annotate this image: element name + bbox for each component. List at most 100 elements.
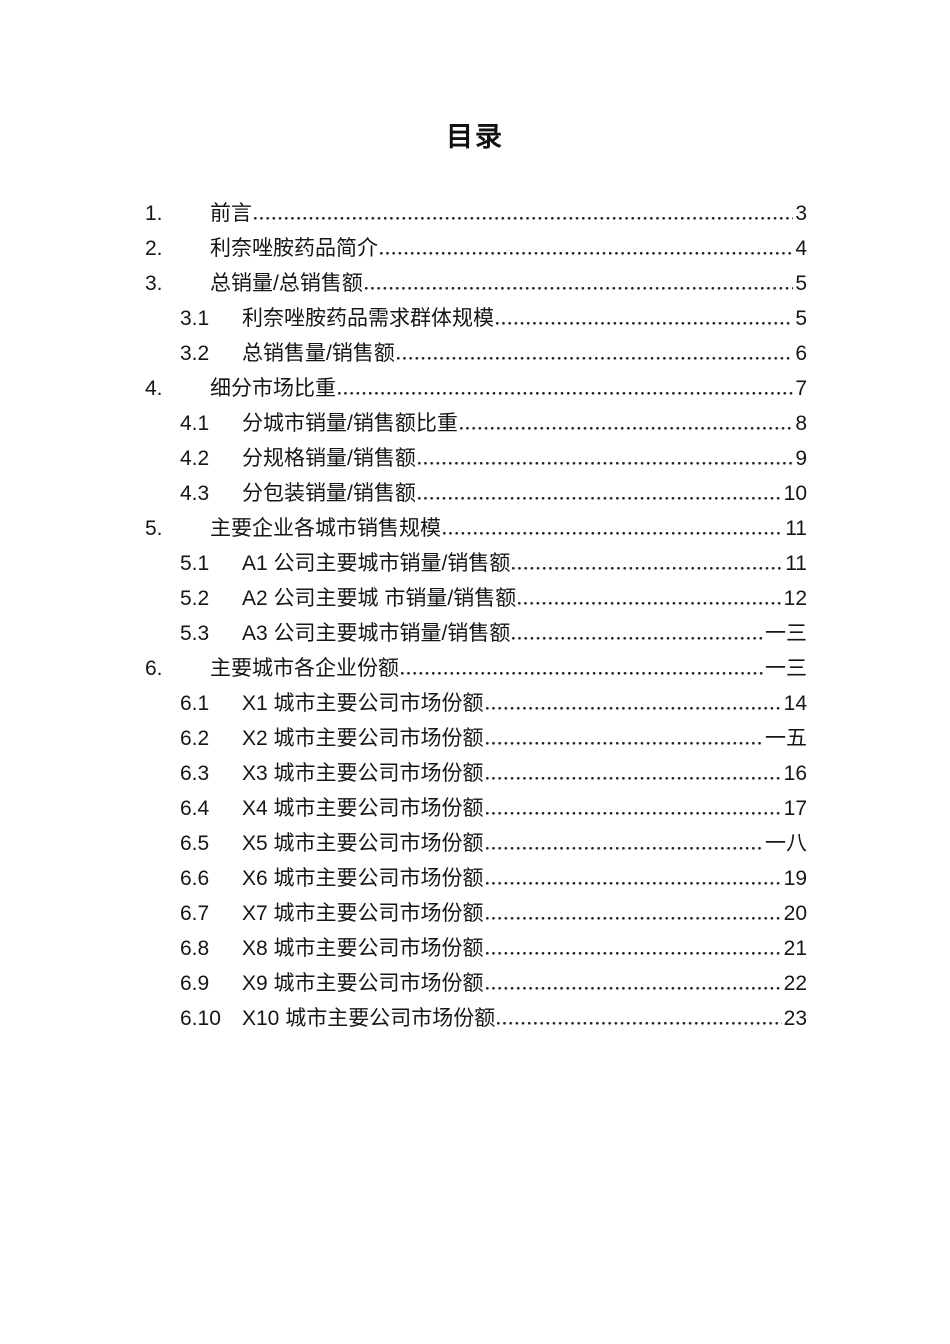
dot-leader (485, 707, 782, 710)
toc-entry[interactable]: 5.1 A1 公司主要城市销量/销售额 11 (145, 546, 807, 581)
toc-entry[interactable]: 6. 主要城市各企业份额 一三 (145, 651, 807, 686)
toc-entry-label: X4 城市主要公司市场份额 (242, 797, 484, 820)
toc-entry-number: 5.2 (180, 587, 210, 610)
toc-entry-page: 14 (783, 692, 807, 715)
toc-entry[interactable]: 3.2 总销售量/销售额 6 (145, 336, 807, 371)
toc-entry[interactable]: 2. 利奈唑胺药品简介 4 (145, 231, 807, 266)
dot-leader (417, 497, 782, 500)
toc-entry[interactable]: 5.3 A3 公司主要城市销量/销售额 一三 (145, 616, 807, 651)
toc-entry-label: 总销售量/销售额 (242, 342, 395, 365)
toc-entry-page: 8 (795, 412, 807, 435)
toc-entry[interactable]: 6.8 X8 城市主要公司市场份额 21 (145, 931, 807, 966)
toc-entry-label: X3 城市主要公司市场份额 (242, 762, 484, 785)
toc-entry-page: 19 (783, 867, 807, 890)
dot-leader (485, 987, 782, 990)
toc-entry[interactable]: 3. 总销量/总销售额 5 (145, 266, 807, 301)
toc-entry[interactable]: 3.1 利奈唑胺药品需求群体规模 5 (145, 301, 807, 336)
dot-leader (485, 882, 782, 885)
toc-entry[interactable]: 4. 细分市场比重 7 (145, 371, 807, 406)
toc-entry[interactable]: 6.2 X2 城市主要公司市场份额 一五 (145, 721, 807, 756)
toc-entry[interactable]: 6.7 X7 城市主要公司市场份额 20 (145, 896, 807, 931)
toc-entry-number: 6.9 (180, 972, 210, 995)
toc-entry-label: 利奈唑胺药品简介 (210, 237, 378, 260)
toc-entry-page: 11 (785, 517, 807, 540)
toc-entry-label: 前言 (210, 202, 252, 225)
toc-entry[interactable]: 5. 主要企业各城市销售规模 11 (145, 511, 807, 546)
toc-entry-page: 16 (783, 762, 807, 785)
table-of-contents: 1. 前言 3 2. 利奈唑胺药品简介 4 3. 总销量/总销售额 5 3.1 … (145, 196, 807, 1036)
toc-entry-number: 6.2 (180, 727, 210, 750)
toc-entry-label: 细分市场比重 (210, 377, 336, 400)
toc-entry[interactable]: 4.3 分包装销量/销售额 10 (145, 476, 807, 511)
toc-entry-page: 4 (795, 237, 807, 260)
toc-entry-number: 6.5 (180, 832, 210, 855)
toc-entry-label: 主要企业各城市销售规模 (210, 517, 441, 540)
toc-entry-label: 总销量/总销售额 (210, 272, 363, 295)
toc-entry-number: 3. (145, 272, 163, 295)
toc-entry[interactable]: 5.2 A2 公司主要城 市销量/销售额 12 (145, 581, 807, 616)
toc-entry-page: 3 (795, 202, 807, 225)
toc-entry[interactable]: 6.4 X4 城市主要公司市场份额 17 (145, 791, 807, 826)
toc-entry-label: X7 城市主要公司市场份额 (242, 902, 484, 925)
toc-entry[interactable]: 4.2 分规格销量/销售额 9 (145, 441, 807, 476)
dot-leader (443, 532, 784, 535)
toc-entry-page: 9 (795, 447, 807, 470)
toc-entry-number: 4.3 (180, 482, 210, 505)
toc-entry-number: 6.10 (180, 1007, 221, 1030)
toc-entry[interactable]: 6.10 X10 城市主要公司市场份额 23 (145, 1001, 807, 1036)
toc-entry-label: 主要城市各企业份额 (210, 657, 399, 680)
toc-entry-number: 6.6 (180, 867, 210, 890)
page-title: 目录 (446, 122, 504, 152)
toc-entry-label: A1 公司主要城市销量/销售额 (242, 552, 511, 575)
toc-entry-label: X9 城市主要公司市场份额 (242, 972, 484, 995)
toc-entry-label: 利奈唑胺药品需求群体规模 (242, 307, 494, 330)
toc-entry-page: 7 (795, 377, 807, 400)
dot-leader (459, 427, 794, 430)
toc-entry-number: 4.1 (180, 412, 210, 435)
toc-entry-label: 分规格销量/销售额 (242, 447, 416, 470)
dot-leader (485, 917, 782, 920)
toc-entry[interactable]: 4.1 分城市销量/销售额比重 8 (145, 406, 807, 441)
toc-entry-number: 6. (145, 657, 163, 680)
toc-entry-page: 一三 (765, 657, 807, 680)
toc-entry[interactable]: 6.9 X9 城市主要公司市场份额 22 (145, 966, 807, 1001)
dot-leader (485, 847, 763, 850)
toc-entry[interactable]: 6.3 X3 城市主要公司市场份额 16 (145, 756, 807, 791)
dot-leader (497, 1022, 782, 1025)
dot-leader (417, 462, 794, 465)
toc-entry-page: 23 (783, 1007, 807, 1030)
toc-entry-page: 12 (783, 587, 807, 610)
toc-entry[interactable]: 6.5 X5 城市主要公司市场份额 一八 (145, 826, 807, 861)
dot-leader (518, 602, 782, 605)
toc-entry-label: X8 城市主要公司市场份额 (242, 937, 484, 960)
dot-leader (338, 392, 794, 395)
toc-entry-number: 6.3 (180, 762, 210, 785)
toc-entry-page: 21 (783, 937, 807, 960)
toc-entry-page: 5 (795, 307, 807, 330)
dot-leader (485, 742, 763, 745)
toc-entry-page: 11 (785, 552, 807, 575)
dot-leader (496, 322, 794, 325)
toc-entry-number: 3.2 (180, 342, 210, 365)
toc-entry-number: 6.7 (180, 902, 210, 925)
dot-leader (512, 567, 784, 570)
toc-entry-page: 17 (783, 797, 807, 820)
toc-entry-label: 分城市销量/销售额比重 (242, 412, 458, 435)
toc-entry-number: 1. (145, 202, 163, 225)
toc-entry[interactable]: 6.1 X1 城市主要公司市场份额 14 (145, 686, 807, 721)
toc-entry-page: 6 (795, 342, 807, 365)
toc-entry-page: 一三 (765, 622, 807, 645)
toc-entry-page: 10 (783, 482, 807, 505)
dot-leader (485, 777, 782, 780)
toc-entry[interactable]: 1. 前言 3 (145, 196, 807, 231)
dot-leader (485, 952, 782, 955)
dot-leader (396, 357, 794, 360)
dot-leader (254, 217, 794, 220)
toc-entry[interactable]: 6.6 X6 城市主要公司市场份额 19 (145, 861, 807, 896)
toc-entry-number: 2. (145, 237, 163, 260)
dot-leader (401, 672, 763, 675)
toc-entry-label: X10 城市主要公司市场份额 (242, 1007, 496, 1030)
toc-entry-label: X1 城市主要公司市场份额 (242, 692, 484, 715)
toc-entry-number: 5. (145, 517, 163, 540)
